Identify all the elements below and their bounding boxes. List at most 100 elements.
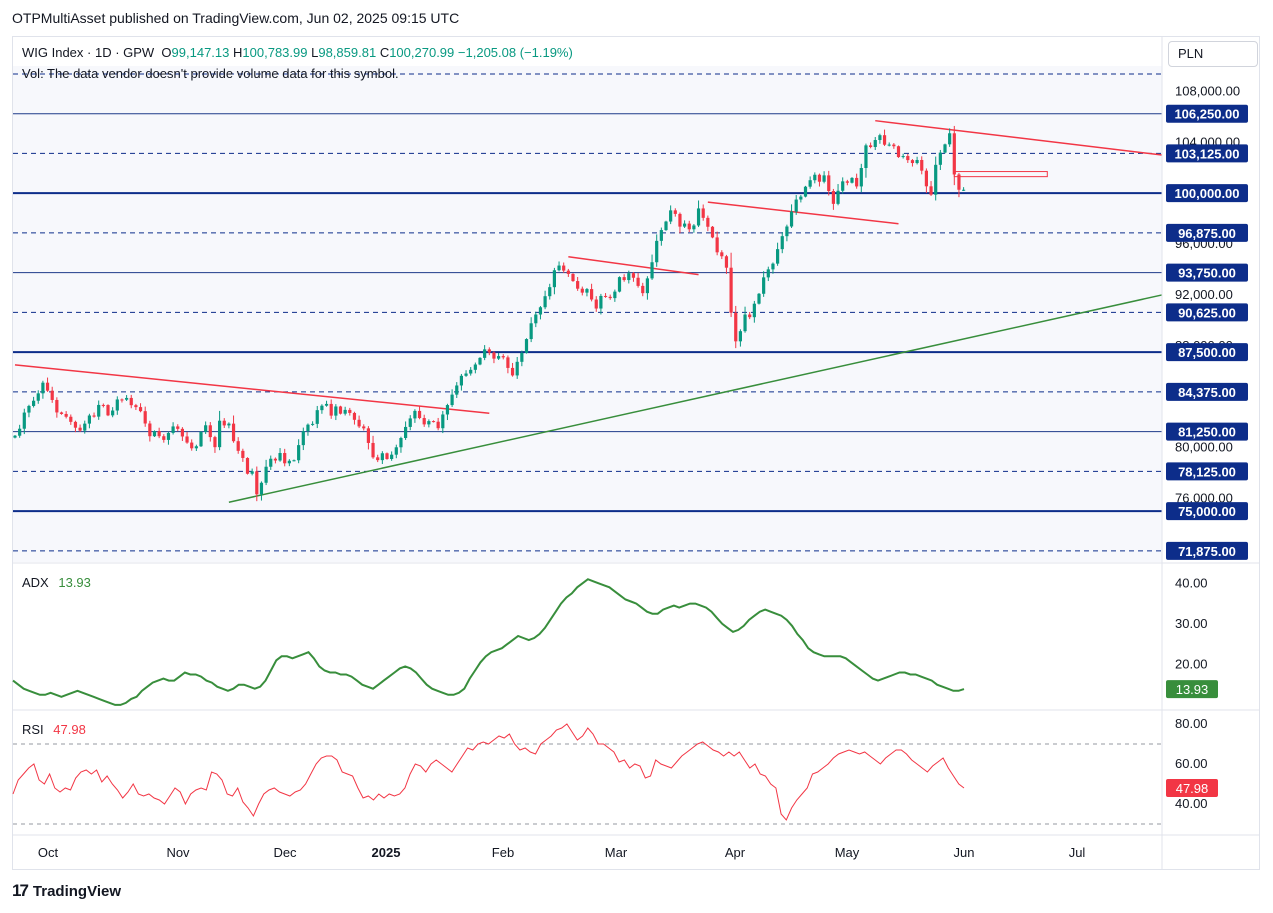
candle-body-145 <box>687 223 691 230</box>
candle-body-204 <box>962 189 966 191</box>
trendline-0 <box>14 364 490 414</box>
candle-body-20 <box>106 405 110 416</box>
adx-tick-2: 20.00 <box>1175 656 1208 671</box>
candle-body-40 <box>199 431 203 447</box>
adx-pane-bg <box>13 563 1162 709</box>
candle-body-143 <box>678 213 682 227</box>
candle-body-71 <box>343 409 347 414</box>
candle-body-149 <box>706 217 710 227</box>
open-label: O <box>161 45 172 60</box>
candle-body-174 <box>822 175 826 182</box>
level-label-8: 84,375.00 <box>1178 385 1236 400</box>
time-tick-5: Mar <box>605 845 628 860</box>
candle-body-191 <box>901 156 905 158</box>
level-label-box-3 <box>1166 184 1248 203</box>
candle-body-93 <box>445 405 450 415</box>
candle-body-199 <box>938 152 942 165</box>
candle-body-195 <box>920 159 924 171</box>
brand-name: TradingView <box>32 882 122 900</box>
candle-body-161 <box>762 277 766 294</box>
time-tick-7: May <box>835 845 860 860</box>
candle-body-129 <box>613 291 617 299</box>
level-label-box-10 <box>1166 462 1248 481</box>
candle-body-39 <box>194 446 198 449</box>
candle-body-55 <box>269 458 273 467</box>
candle-body-118 <box>562 265 566 271</box>
candle-body-50 <box>245 457 250 474</box>
candle-body-3 <box>27 405 31 413</box>
rsi-value: 47.98 <box>53 722 86 737</box>
volume-note: Vol: The data vendor doesn't provide vol… <box>22 66 399 81</box>
currency-selector[interactable]: PLN <box>1168 41 1258 67</box>
candle-body-119 <box>566 270 570 274</box>
chart-frame <box>12 36 1260 870</box>
level-label-box-9 <box>1166 422 1248 441</box>
candle-body-188 <box>887 144 891 146</box>
rsi-tick-1: 60.00 <box>1175 756 1208 771</box>
candle-body-100 <box>478 357 482 365</box>
candle-body-157 <box>743 314 747 332</box>
level-label-12: 71,875.00 <box>1178 544 1236 559</box>
candle-body-189 <box>892 144 896 147</box>
candle-body-47 <box>231 423 236 442</box>
time-tick-2: Dec <box>273 845 297 860</box>
candle-body-8 <box>50 390 54 400</box>
candle-body-64 <box>311 423 315 425</box>
candle-body-81 <box>390 454 394 459</box>
adx-last-label: 13.93 <box>1176 682 1209 697</box>
candle-body-15 <box>83 423 87 431</box>
candle-body-106 <box>506 357 510 368</box>
candle-body-175 <box>827 175 831 192</box>
candle-body-94 <box>450 394 454 406</box>
candle-body-187 <box>882 135 887 145</box>
rsi-legend[interactable]: RSI 47.98 <box>22 722 86 737</box>
level-label-box-4 <box>1166 223 1248 242</box>
candle-body-16 <box>87 415 91 424</box>
candle-body-57 <box>278 453 282 461</box>
candle-body-183 <box>864 145 868 168</box>
candle-body-166 <box>785 226 789 237</box>
level-label-box-6 <box>1166 303 1248 322</box>
candle-body-142 <box>673 210 677 214</box>
level-label-box-1 <box>1166 104 1248 123</box>
candle-body-56 <box>273 458 277 461</box>
rsi-pane-bg <box>13 710 1162 834</box>
level-label-6: 90,625.00 <box>1178 305 1236 320</box>
candle-body-177 <box>836 190 840 204</box>
candle-body-74 <box>357 419 361 427</box>
candle-body-169 <box>799 196 803 200</box>
symbol-title[interactable]: WIG Index · 1D · GPW <box>22 45 155 60</box>
candle-body-192 <box>906 156 910 161</box>
tradingview-logo-icon: 17 <box>12 881 29 900</box>
candle-body-84 <box>404 426 408 438</box>
level-label-5: 93,750.00 <box>1178 266 1236 281</box>
candle-body-23 <box>120 399 124 401</box>
footer-brand[interactable]: 17 TradingView <box>12 881 121 901</box>
candle-body-126 <box>599 295 603 309</box>
candle-body-103 <box>492 352 496 359</box>
level-label-3: 100,000.00 <box>1174 186 1239 201</box>
high-label: H <box>233 45 243 60</box>
candle-body-158 <box>748 314 752 318</box>
candle-body-70 <box>338 406 343 414</box>
candle-body-196 <box>924 170 928 187</box>
adx-legend[interactable]: ADX 13.93 <box>22 575 91 590</box>
candle-body-59 <box>287 460 291 464</box>
candle-body-61 <box>297 445 301 461</box>
candle-body-58 <box>283 453 287 464</box>
candle-body-104 <box>497 356 501 359</box>
candle-body-44 <box>218 420 222 448</box>
candle-body-11 <box>64 413 68 417</box>
publisher-header: OTPMultiAsset published on TradingView.c… <box>12 10 460 26</box>
candle-body-67 <box>324 403 329 406</box>
candle-body-19 <box>101 404 105 406</box>
candle-body-31 <box>157 431 161 437</box>
candle-body-33 <box>166 432 171 440</box>
time-tick-8: Jun <box>954 845 975 860</box>
candle-body-178 <box>841 181 845 191</box>
candle-body-73 <box>352 412 357 420</box>
candle-body-34 <box>171 426 175 433</box>
candle-body-203 <box>957 174 961 190</box>
close-label: C <box>379 45 390 60</box>
